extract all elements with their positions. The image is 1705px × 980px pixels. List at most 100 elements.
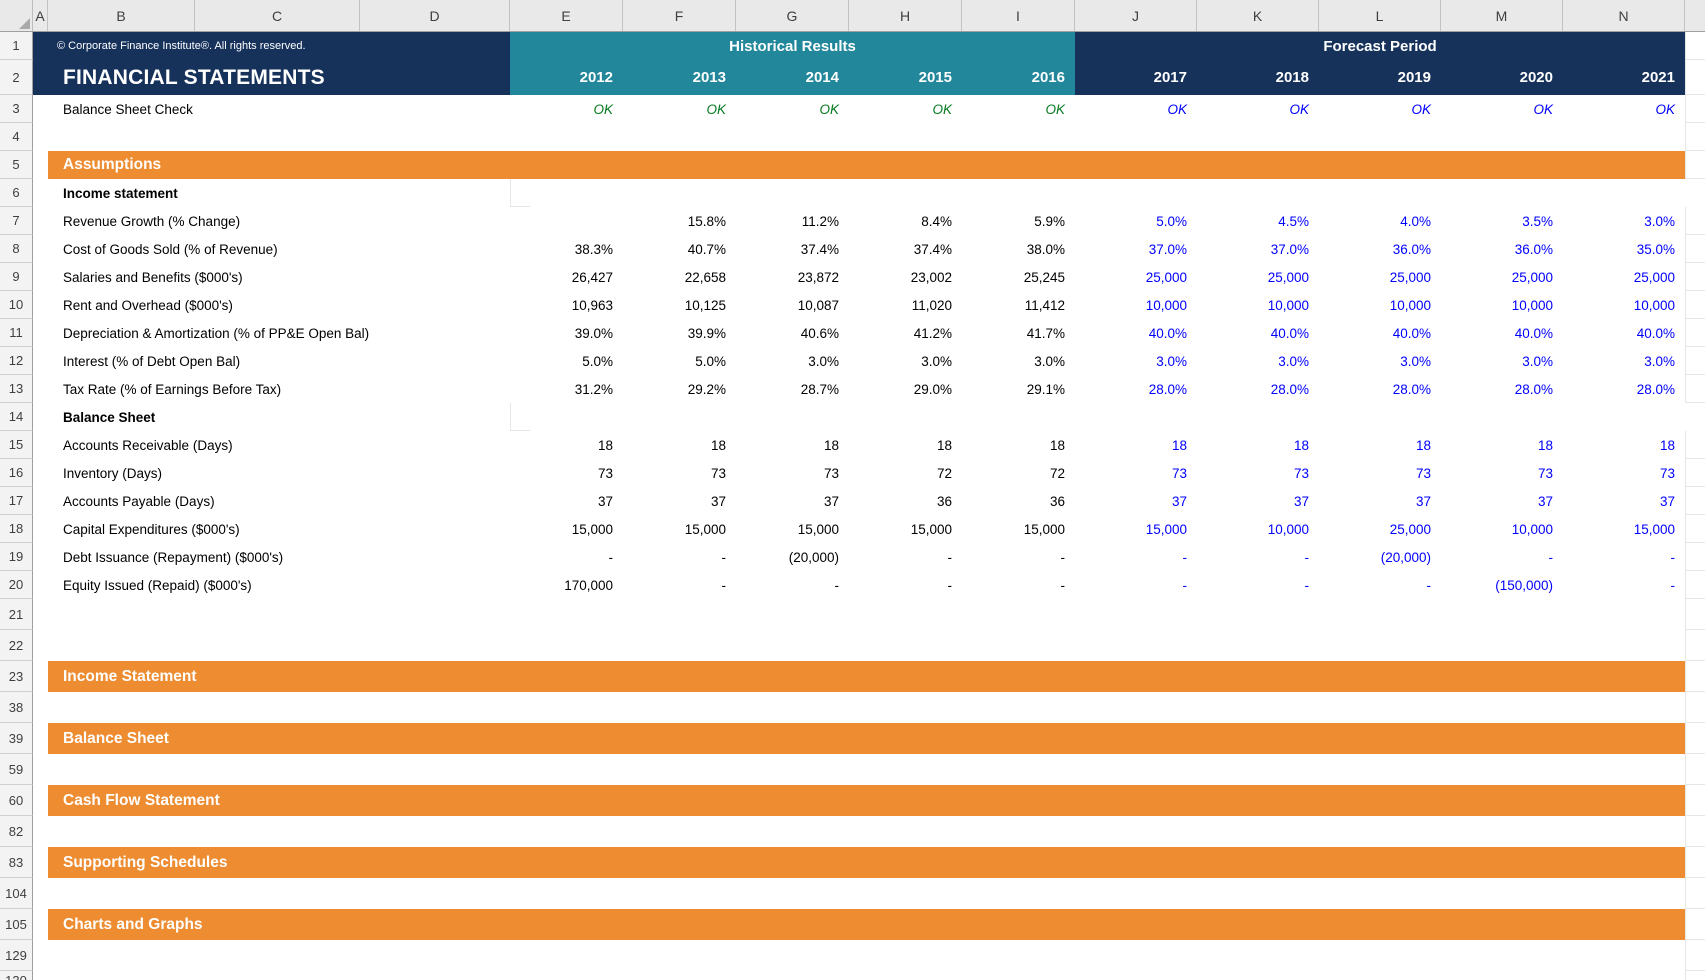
year-cell[interactable]: 2019: [1397, 69, 1431, 86]
cell-value[interactable]: 170,000: [564, 577, 613, 593]
cell-value[interactable]: 36: [936, 493, 952, 509]
cell-value[interactable]: 37.0%: [1148, 241, 1187, 257]
cell-value[interactable]: 73: [710, 465, 726, 481]
cell-value[interactable]: 15,000: [684, 521, 726, 537]
cell-value[interactable]: 10,000: [1633, 297, 1675, 313]
section-band[interactable]: Supporting Schedules: [48, 847, 1685, 878]
cell-value[interactable]: 37: [1415, 493, 1431, 509]
cell-value[interactable]: 23,002: [910, 269, 952, 285]
cell-value[interactable]: 36.0%: [1392, 241, 1431, 257]
cell-value[interactable]: 3.0%: [1644, 353, 1675, 369]
column-header-D[interactable]: D: [360, 0, 510, 31]
cell-value[interactable]: 10,000: [1145, 297, 1187, 313]
column-header-B[interactable]: B: [48, 0, 195, 31]
cell-value[interactable]: -: [1060, 549, 1066, 565]
cell-value[interactable]: 5.0%: [695, 353, 726, 369]
cell-value[interactable]: 37: [1293, 493, 1309, 509]
cell-value[interactable]: -: [1304, 549, 1310, 565]
cell-value[interactable]: [510, 207, 623, 235]
row-label[interactable]: Interest (% of Debt Open Bal): [63, 353, 241, 369]
cell-value[interactable]: -: [1060, 577, 1066, 593]
cell-value[interactable]: 15,000: [571, 521, 613, 537]
cell-value[interactable]: 28.0%: [1270, 381, 1309, 397]
cell-value[interactable]: 28.0%: [1148, 381, 1187, 397]
row-label[interactable]: Income statement: [63, 185, 178, 201]
row-number[interactable]: 4: [0, 123, 33, 151]
row-label[interactable]: Rent and Overhead ($000's): [63, 297, 233, 313]
row-label[interactable]: Accounts Payable (Days): [63, 493, 215, 509]
row-number[interactable]: 11: [0, 319, 33, 347]
year-cell[interactable]: 2021: [1641, 69, 1675, 86]
check-value[interactable]: OK: [932, 101, 952, 117]
cell-value[interactable]: 73: [823, 465, 839, 481]
cell-value[interactable]: 38.3%: [574, 241, 613, 257]
cell-value[interactable]: 15,000: [1023, 521, 1065, 537]
section-band[interactable]: Income Statement: [48, 661, 1685, 692]
cell-value[interactable]: 37.4%: [800, 241, 839, 257]
cell-value[interactable]: 25,000: [1145, 269, 1187, 285]
cell-value[interactable]: -: [721, 577, 727, 593]
cell-value[interactable]: 41.2%: [913, 325, 952, 341]
cell-value[interactable]: 10,963: [571, 297, 613, 313]
cell-value[interactable]: 72: [1049, 465, 1065, 481]
cell-value[interactable]: 5.0%: [1156, 213, 1187, 229]
row-number[interactable]: 59: [0, 754, 33, 785]
year-cell[interactable]: 2013: [692, 69, 726, 86]
cell-value[interactable]: 10,000: [1267, 297, 1309, 313]
cell-value[interactable]: 18: [1537, 437, 1553, 453]
cell-value[interactable]: 25,000: [1389, 521, 1431, 537]
cell-value[interactable]: (150,000): [1495, 577, 1553, 593]
row-label[interactable]: Capital Expenditures ($000's): [63, 521, 240, 537]
cell-value[interactable]: 15.8%: [687, 213, 726, 229]
row-number[interactable]: 60: [0, 785, 33, 816]
column-header-E[interactable]: E: [510, 0, 623, 31]
cell-value[interactable]: 25,245: [1023, 269, 1065, 285]
row-label[interactable]: Cost of Goods Sold (% of Revenue): [63, 241, 278, 257]
year-cell[interactable]: 2017: [1153, 69, 1187, 86]
cell-value[interactable]: 25,000: [1267, 269, 1309, 285]
row-label[interactable]: Equity Issued (Repaid) ($000's): [63, 577, 252, 593]
row-number[interactable]: 2: [0, 60, 33, 95]
cell-value[interactable]: 10,000: [1389, 297, 1431, 313]
cell-value[interactable]: 18: [1659, 437, 1675, 453]
cell-value[interactable]: -: [1304, 577, 1310, 593]
cell-value[interactable]: -: [947, 577, 953, 593]
cell-value[interactable]: -: [1182, 549, 1188, 565]
cell-value[interactable]: 40.0%: [1636, 325, 1675, 341]
cell-value[interactable]: 73: [1537, 465, 1553, 481]
cell-value[interactable]: 25,000: [1633, 269, 1675, 285]
check-value[interactable]: OK: [1289, 101, 1309, 117]
cell-value[interactable]: 3.0%: [1400, 353, 1431, 369]
cell-value[interactable]: 40.0%: [1392, 325, 1431, 341]
column-header-K[interactable]: K: [1197, 0, 1319, 31]
row-number[interactable]: 129: [0, 940, 33, 971]
cell-value[interactable]: 10,000: [1511, 297, 1553, 313]
cell-value[interactable]: 3.0%: [808, 353, 839, 369]
check-value[interactable]: OK: [706, 101, 726, 117]
row-number[interactable]: 105: [0, 909, 33, 940]
cell-value[interactable]: 25,000: [1389, 269, 1431, 285]
row-label[interactable]: Debt Issuance (Repayment) ($000's): [63, 549, 284, 565]
cell-value[interactable]: 15,000: [1633, 521, 1675, 537]
column-header-F[interactable]: F: [623, 0, 736, 31]
cell-value[interactable]: -: [947, 549, 953, 565]
cell-value[interactable]: 37: [1171, 493, 1187, 509]
cell-value[interactable]: 28.0%: [1636, 381, 1675, 397]
cell-value[interactable]: 29.1%: [1026, 381, 1065, 397]
cell-value[interactable]: 40.7%: [687, 241, 726, 257]
cell-value[interactable]: 3.0%: [1156, 353, 1187, 369]
cell-value[interactable]: 73: [1171, 465, 1187, 481]
cell-value[interactable]: 11,020: [911, 297, 952, 313]
cell-value[interactable]: 73: [1659, 465, 1675, 481]
cell-value[interactable]: (20,000): [788, 549, 839, 565]
row-number[interactable]: 17: [0, 487, 33, 515]
cell-value[interactable]: 37: [1659, 493, 1675, 509]
section-band[interactable]: Balance Sheet: [48, 723, 1685, 754]
cell-value[interactable]: 37.0%: [1270, 241, 1309, 257]
row-number[interactable]: 130: [0, 971, 33, 980]
row-number[interactable]: 9: [0, 263, 33, 291]
cell-value[interactable]: 73: [1415, 465, 1431, 481]
year-cell[interactable]: 2014: [805, 69, 839, 86]
cell-value[interactable]: 3.0%: [1522, 353, 1553, 369]
check-value[interactable]: OK: [819, 101, 839, 117]
